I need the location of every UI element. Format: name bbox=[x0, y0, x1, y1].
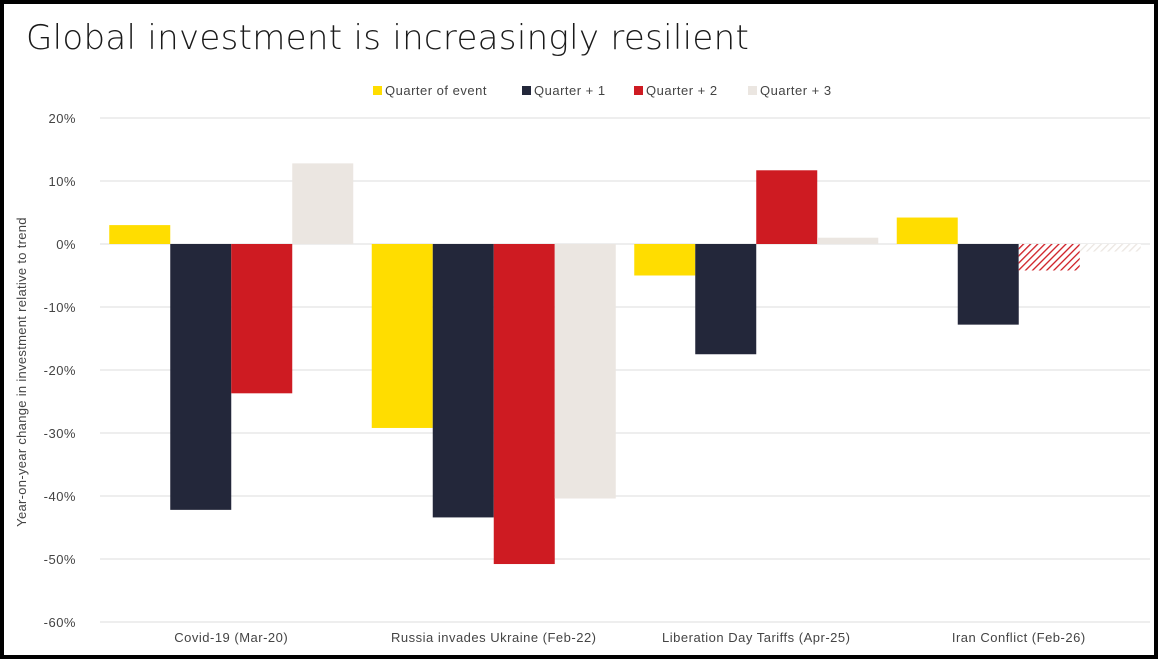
bar-liberation-day-tariffs-apr-25-series-0 bbox=[634, 244, 696, 276]
x-axis-ticks: Covid-19 (Mar-20) Russia invades Ukraine … bbox=[174, 630, 1085, 645]
legend-label: Quarter + 1 bbox=[534, 83, 606, 98]
bar-liberation-day-tariffs-apr-25-series-2 bbox=[756, 170, 818, 244]
legend-swatch bbox=[373, 86, 382, 95]
y-tick-label: -10% bbox=[44, 300, 76, 315]
chart-title: Global investment is increasingly resili… bbox=[26, 18, 750, 58]
bar-covid-19-mar-20-series-3 bbox=[292, 163, 354, 244]
y-tick-label: -40% bbox=[44, 489, 76, 504]
y-tick-label: 10% bbox=[48, 174, 76, 189]
bar-chart: 20% 10% 0% -10% -20% -30% -40% -50% -60% Covid-1… bbox=[14, 83, 1150, 645]
y-tick-label: 0% bbox=[56, 237, 76, 252]
legend-label: Quarter + 3 bbox=[760, 83, 832, 98]
chart-frame: Global investment is increasingly resili… bbox=[4, 4, 1154, 655]
x-tick-label: Covid-19 (Mar-20) bbox=[174, 630, 288, 645]
bars bbox=[109, 163, 1141, 565]
bar-covid-19-mar-20-series-1 bbox=[170, 244, 232, 510]
bar-russia-invades-ukraine-feb-22-series-1 bbox=[432, 244, 494, 518]
bar-liberation-day-tariffs-apr-25-series-1 bbox=[695, 244, 757, 355]
legend-swatch bbox=[634, 86, 643, 95]
legend-label: Quarter + 2 bbox=[646, 83, 718, 98]
y-axis-label: Year-on-year change in investment relati… bbox=[14, 217, 29, 527]
bar-russia-invades-ukraine-feb-22-series-0 bbox=[371, 244, 433, 428]
legend-swatch bbox=[748, 86, 757, 95]
bar-russia-invades-ukraine-feb-22-series-2 bbox=[493, 244, 555, 565]
y-axis-ticks: 20% 10% 0% -10% -20% -30% -40% -50% -60% bbox=[44, 111, 76, 630]
bar-liberation-day-tariffs-apr-25-series-3 bbox=[817, 237, 879, 244]
y-tick-label: 20% bbox=[48, 111, 76, 126]
bar-iran-conflict-feb-26-series-0 bbox=[896, 217, 958, 244]
bar-russia-invades-ukraine-feb-22-series-3 bbox=[554, 244, 616, 499]
bar-iran-conflict-feb-26-series-2 bbox=[1018, 244, 1080, 271]
bar-iran-conflict-feb-26-series-1 bbox=[957, 244, 1019, 325]
legend-label: Quarter of event bbox=[385, 83, 487, 98]
legend: Quarter of event Quarter + 1 Quarter + 2 Qu… bbox=[373, 83, 832, 98]
bar-covid-19-mar-20-series-2 bbox=[231, 244, 293, 394]
legend-swatch bbox=[522, 86, 531, 95]
x-tick-label: Russia invades Ukraine (Feb-22) bbox=[391, 630, 597, 645]
bar-iran-conflict-feb-26-series-3 bbox=[1079, 244, 1141, 252]
x-tick-label: Liberation Day Tariffs (Apr-25) bbox=[662, 630, 850, 645]
y-tick-label: -30% bbox=[44, 426, 76, 441]
y-tick-label: -50% bbox=[44, 552, 76, 567]
y-tick-label: -20% bbox=[44, 363, 76, 378]
y-tick-label: -60% bbox=[44, 615, 76, 630]
x-tick-label: Iran Conflict (Feb-26) bbox=[952, 630, 1086, 645]
bar-covid-19-mar-20-series-0 bbox=[109, 225, 171, 244]
